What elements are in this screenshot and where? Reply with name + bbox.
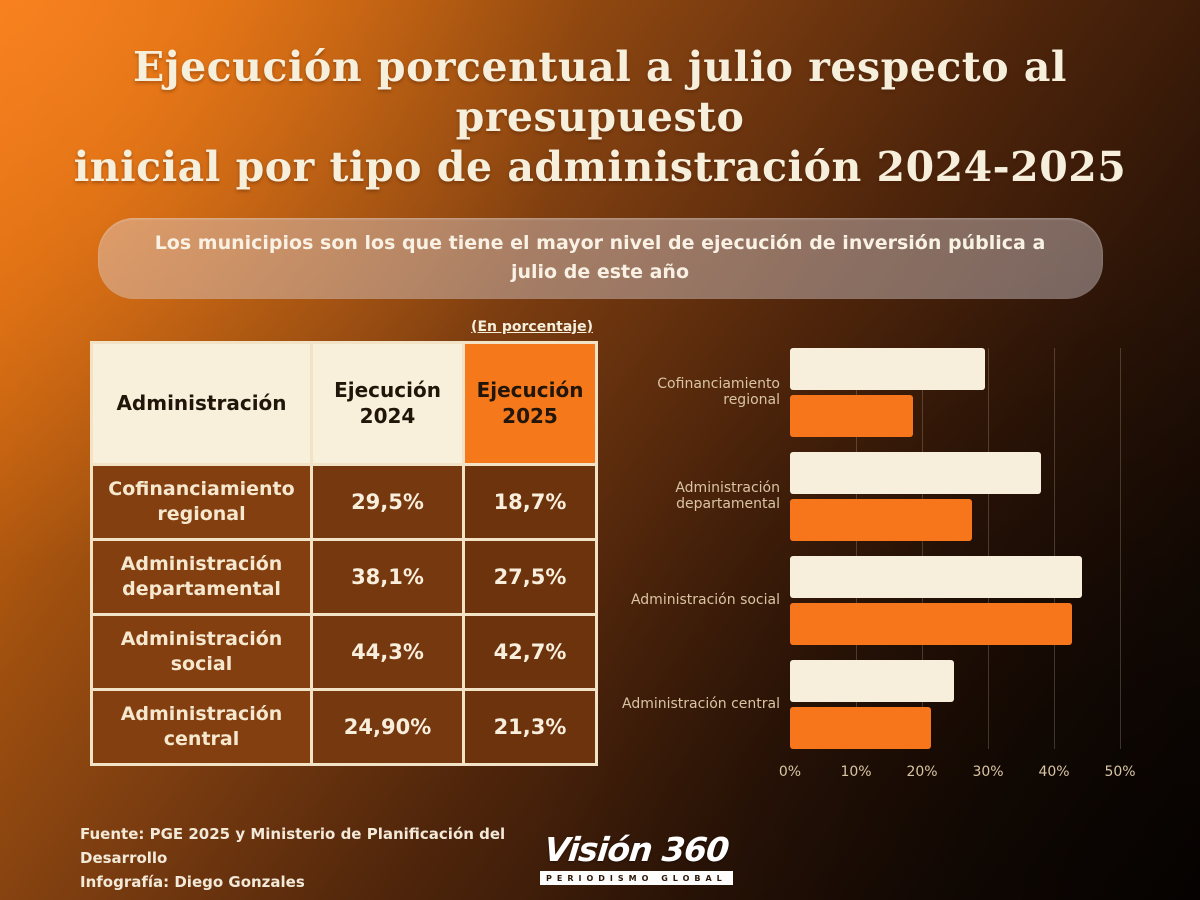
x-tick: 40% bbox=[1038, 763, 1070, 780]
x-tick: 30% bbox=[972, 763, 1004, 780]
value-2025: 21,3% bbox=[462, 687, 598, 766]
bar-2024 bbox=[790, 555, 1083, 598]
footer: Fuente: PGE 2025 y Ministerio de Planifi… bbox=[80, 822, 1200, 894]
value-2025: 18,7% bbox=[462, 462, 598, 541]
value-2025: 42,7% bbox=[462, 612, 598, 691]
value-2024: 24,90% bbox=[310, 687, 465, 766]
header-ejecucion-2024: Ejecución 2024 bbox=[310, 340, 465, 466]
vision360-logo: Visión 360 PERIODISMO GLOBAL bbox=[540, 830, 733, 886]
category-bars bbox=[790, 555, 1120, 645]
bar-2025 bbox=[790, 394, 914, 437]
category-bars bbox=[790, 347, 1120, 437]
x-axis: 0% 10% 20% 30% 40% 50% bbox=[779, 763, 1136, 786]
page-title-line-1: Ejecución porcentual a julio respecto al… bbox=[133, 43, 1067, 142]
table-row: Administración central 24,90% 21,3% bbox=[90, 687, 598, 766]
category-label: Administración central bbox=[622, 696, 780, 713]
chart-group: Administración social bbox=[605, 555, 1125, 645]
value-2024: 38,1% bbox=[310, 537, 465, 616]
x-tick: 10% bbox=[840, 763, 872, 780]
chart-group: Administración departamental bbox=[605, 451, 1125, 541]
bar-2024 bbox=[790, 347, 985, 390]
bar-2024 bbox=[790, 659, 955, 702]
value-2024: 44,3% bbox=[310, 612, 465, 691]
category-label: Administración social bbox=[630, 592, 780, 609]
category-label: Administración departamental bbox=[675, 479, 780, 513]
table-row: Cofinanciamiento regional 29,5% 18,7% bbox=[90, 462, 598, 541]
x-tick: 20% bbox=[906, 763, 938, 780]
credits: Fuente: PGE 2025 y Ministerio de Planifi… bbox=[80, 822, 540, 894]
row-label: Administración departamental bbox=[90, 537, 313, 616]
row-label: Administración central bbox=[90, 687, 313, 766]
bar-2025 bbox=[790, 498, 972, 541]
credit-text: Infografía: Diego Gonzales bbox=[80, 872, 305, 891]
table-section: (En porcentaje) Administración Ejecución… bbox=[90, 318, 598, 786]
category-bars bbox=[790, 659, 1120, 749]
execution-table: Administración Ejecución 2024 Ejecución … bbox=[90, 340, 598, 766]
chart-section: Cofinanciamiento regional Administración… bbox=[595, 319, 1200, 786]
chart-group: Cofinanciamiento regional bbox=[605, 347, 1125, 437]
header-ejecucion-2025: Ejecución 2025 bbox=[462, 340, 598, 466]
row-label: Administración social bbox=[90, 612, 313, 691]
chart-group: Administración central bbox=[605, 659, 1125, 749]
logo-subtitle: PERIODISMO GLOBAL bbox=[540, 871, 733, 886]
value-2025: 27,5% bbox=[462, 537, 598, 616]
x-tick: 0% bbox=[778, 763, 802, 780]
header-administracion: Administración bbox=[90, 340, 313, 466]
logo-title: Visión 360 bbox=[542, 830, 731, 870]
main-content: (En porcentaje) Administración Ejecución… bbox=[90, 319, 1200, 786]
value-2024: 29,5% bbox=[310, 462, 465, 541]
category-bars bbox=[790, 451, 1120, 541]
bar-2025 bbox=[790, 602, 1072, 645]
page-title: Ejecución porcentual a julio respecto al… bbox=[0, 0, 1200, 192]
table-row: Administración departamental 38,1% 27,5% bbox=[90, 537, 598, 616]
table-header-row: Administración Ejecución 2024 Ejecución … bbox=[90, 340, 598, 466]
table-row: Administración social 44,3% 42,7% bbox=[90, 612, 598, 691]
bar-chart: Cofinanciamiento regional Administración… bbox=[605, 347, 1136, 786]
x-tick: 50% bbox=[1104, 763, 1136, 780]
bar-2025 bbox=[790, 706, 931, 749]
category-label: Cofinanciamiento regional bbox=[657, 375, 780, 409]
page-title-line-2: inicial por tipo de administración 2024-… bbox=[73, 143, 1127, 192]
unit-note: (En porcentaje) bbox=[471, 318, 593, 335]
source-text: Fuente: PGE 2025 y Ministerio de Planifi… bbox=[80, 824, 506, 867]
subtitle-text: Los municipios son los que tiene el mayo… bbox=[154, 232, 1046, 284]
row-label: Cofinanciamiento regional bbox=[90, 462, 313, 541]
bar-2024 bbox=[790, 451, 1042, 494]
subtitle-banner: Los municipios son los que tiene el mayo… bbox=[97, 218, 1103, 299]
